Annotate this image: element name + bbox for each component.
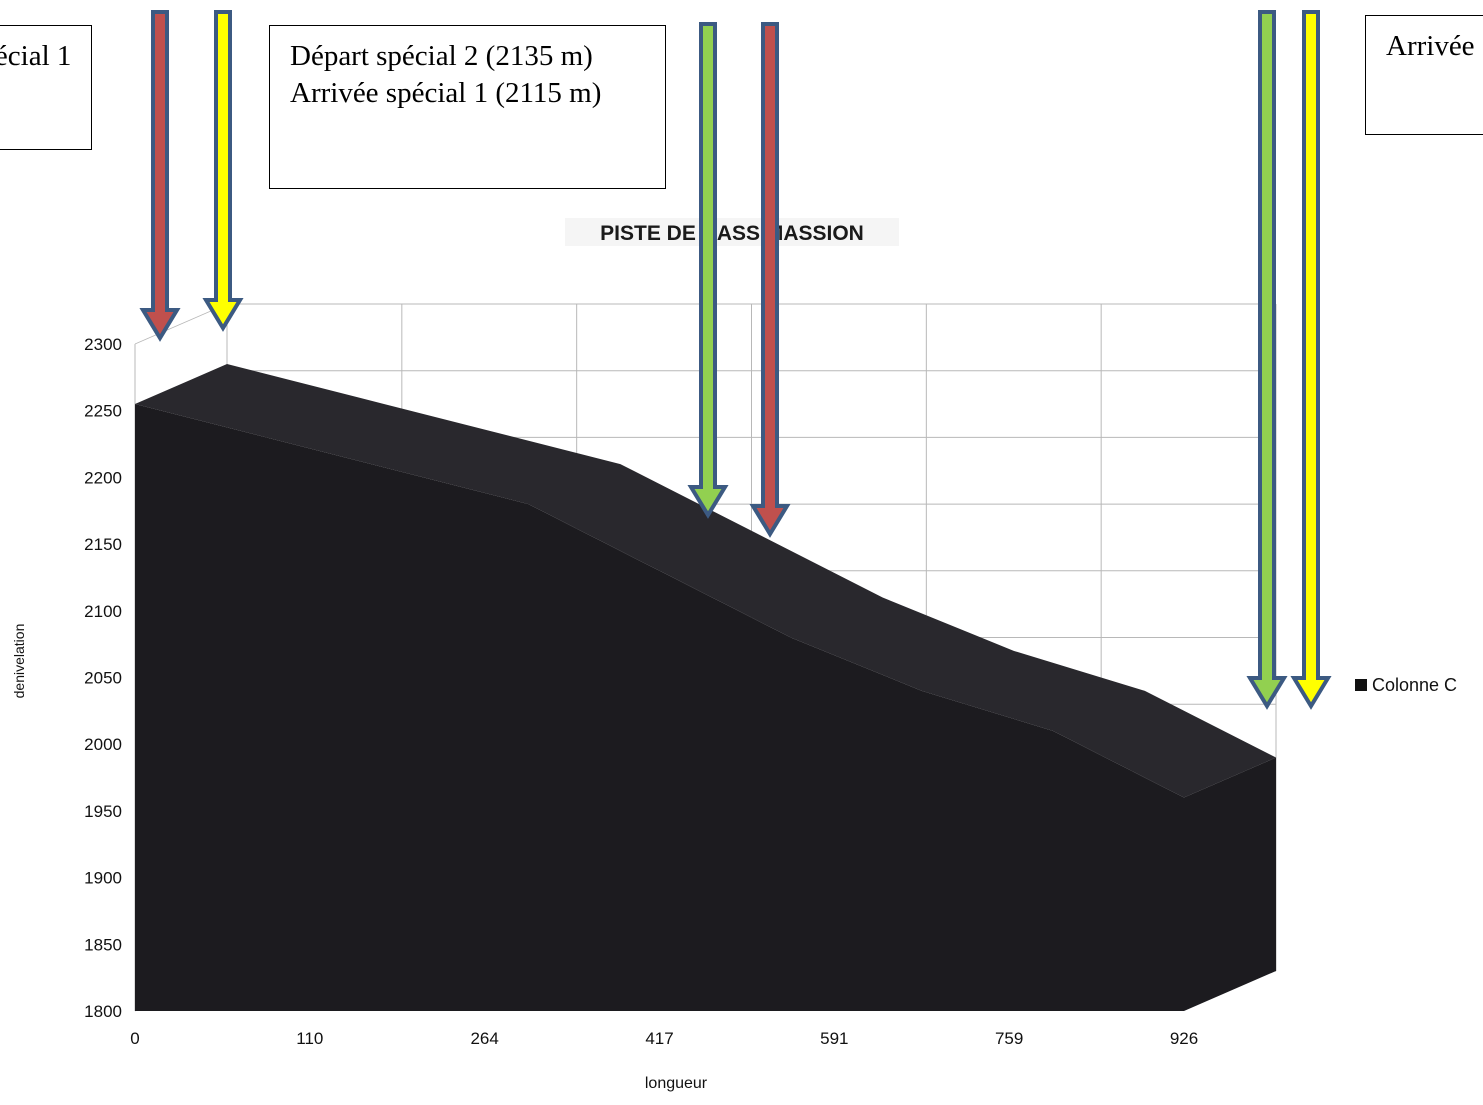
y-tick-label: 2050 [84, 669, 122, 688]
profile-top-surface [135, 364, 1276, 798]
y-tick-label: 2200 [84, 468, 122, 487]
yellow-arrow-depart-icon [202, 10, 244, 332]
x-axis-label: longueur [645, 1075, 708, 1092]
red-arrow-arrivee-special-1-icon [749, 22, 791, 538]
callout-middle-line-2: Arrivée spécial 1 (2115 m) [290, 77, 602, 109]
y-tick-label: 1850 [84, 935, 122, 954]
x-tick-label: 110 [296, 1029, 323, 1048]
profile-front-face [135, 404, 1184, 1011]
y-tick-label: 2300 [84, 335, 122, 354]
x-tick-label: 417 [645, 1029, 673, 1048]
legend: Colonne C [1355, 675, 1457, 695]
callout-left-line-1: Départ spécial 1 [0, 40, 72, 72]
y-tick-label: 2150 [84, 535, 122, 554]
green-arrow-arrivee-icon [1246, 10, 1288, 710]
title-backdrop [565, 218, 899, 246]
y-tick-label: 2250 [84, 402, 122, 421]
arrows [139, 10, 1332, 710]
legend-swatch [1355, 679, 1367, 691]
x-axis-ticks: 0 110 264 417 591 759 926 [130, 1029, 1198, 1048]
yellow-arrow-arrivee-icon [1290, 10, 1332, 710]
callout-depart-special-2: Départ spécial 2 (2135 m) Arrivée spécia… [269, 25, 666, 189]
x-tick-label: 264 [470, 1029, 498, 1048]
legend-label: Colonne C [1372, 675, 1457, 695]
y-tick-label: 1900 [84, 869, 122, 888]
profile-side-face [1184, 757, 1276, 1011]
callout-middle-line-1: Départ spécial 2 (2135 m) [290, 40, 593, 72]
x-tick-label: 926 [1170, 1029, 1198, 1048]
y-tick-label: 1950 [84, 802, 122, 821]
green-arrow-depart-special-2-icon [687, 22, 729, 519]
y-tick-label: 2000 [84, 735, 122, 754]
y-axis-ticks: 1800 1850 1900 1950 2000 2050 2100 2150 2200 2250… [84, 335, 122, 1021]
callout-depart-special-1: Départ spécial 1 [0, 25, 92, 150]
x-tick-label: 759 [995, 1029, 1023, 1048]
red-arrow-depart-special-1-icon [139, 10, 181, 342]
callout-right-line-1: Arrivée [1386, 30, 1475, 62]
chart-title: PISTE DE CASSIMASSION [600, 222, 864, 245]
x-tick-label: 0 [130, 1029, 139, 1048]
y-tick-label: 2100 [84, 602, 122, 621]
x-tick-label: 591 [820, 1029, 848, 1048]
elevation-profile [135, 364, 1276, 1011]
callout-arrivee: Arrivée [1365, 15, 1483, 135]
y-axis-label: denivelation [11, 624, 27, 699]
y-tick-label: 1800 [84, 1002, 122, 1021]
